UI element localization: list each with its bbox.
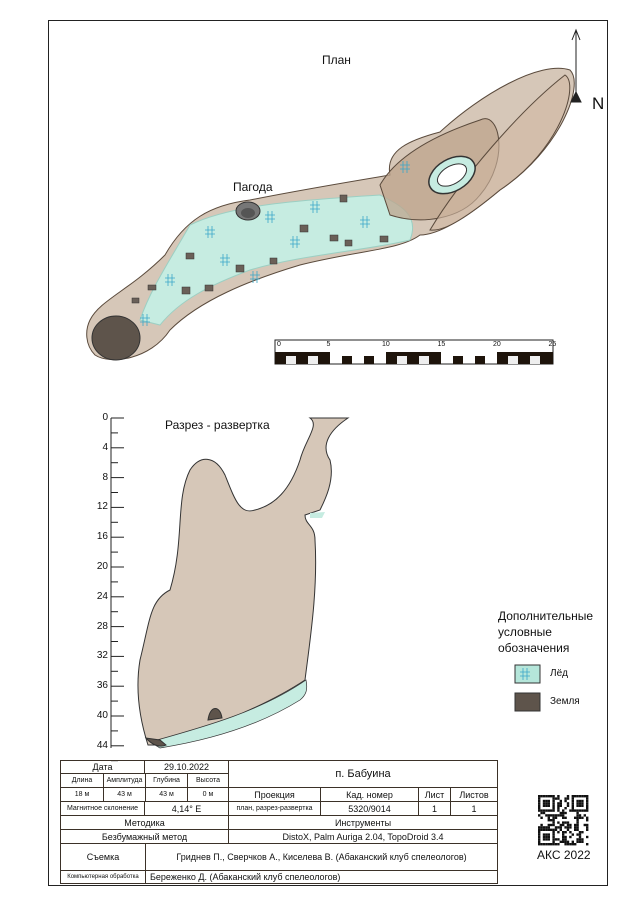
depth-tick-label: 28	[96, 620, 108, 632]
survey-label: Съемка	[60, 843, 146, 871]
legend-earth-swatch	[514, 692, 541, 712]
declination-value: 4,14° E	[144, 801, 229, 816]
sheet-value: 1	[418, 801, 451, 816]
section-view	[110, 417, 350, 762]
depth-tick-label: 0	[102, 412, 108, 423]
projection-label: Проекция	[228, 787, 321, 802]
scale-tick-label: 5	[326, 341, 331, 348]
cadastre-label: Кад. номер	[320, 787, 419, 802]
depth-tick-label: 16	[96, 531, 108, 543]
scale-tick-label: 25	[548, 341, 557, 348]
method-label: Методика	[60, 815, 229, 830]
instruments-value: DistoX, Palm Auriga 2.04, TopoDroid 3.4	[228, 829, 498, 844]
legend-title-line: условные	[498, 625, 552, 639]
scale-bar	[274, 339, 554, 365]
cave-name: п. Бабуина	[228, 760, 498, 788]
plan-title: План	[322, 53, 351, 67]
page-frame	[48, 20, 608, 886]
instruments-label: Инструменты	[228, 815, 498, 830]
legend-title-line: обозначения	[498, 641, 570, 655]
legend-title: Дополнительные условные обозначения	[498, 608, 593, 656]
declination-label: Магнитное склонение	[60, 801, 145, 816]
depth-tick-label: 20	[96, 561, 108, 572]
depth-tick-label: 4	[102, 441, 108, 453]
stat-value: 18 м	[60, 787, 104, 802]
date-label: Дата	[60, 760, 145, 774]
qr-code	[538, 795, 589, 846]
survey-value: Гриднев П., Сверчков А., Киселева В. (Аб…	[145, 843, 498, 871]
projection-value: план, разрез-развертка	[228, 801, 321, 816]
stat-value: 43 м	[103, 787, 146, 802]
legend-ice-swatch	[514, 664, 541, 684]
sheets-value: 1	[450, 801, 498, 816]
processing-label: Компьютерная обработка	[60, 870, 146, 884]
stat-value: 43 м	[145, 787, 188, 802]
date-value: 29.10.2022	[144, 760, 229, 774]
cadastre-value: 5320/9014	[320, 801, 419, 816]
method-value: Безбумажный метод	[60, 829, 229, 844]
stat-label: Амплитуда	[103, 773, 146, 788]
sheet-label: Лист	[418, 787, 451, 802]
depth-tick-label: 24	[96, 590, 108, 602]
stat-label: Высота	[187, 773, 229, 788]
scale-tick-label: 20	[493, 341, 501, 348]
stat-label: Длина	[60, 773, 104, 788]
depth-tick-label: 40	[96, 710, 108, 721]
legend-ice-label: Лёд	[550, 668, 568, 679]
scale-tick-label: 10	[382, 341, 390, 348]
stat-label: Глубина	[145, 773, 188, 788]
legend-earth-label: Земля	[550, 696, 580, 707]
processing-value: Береженко Д. (Абаканский клуб спелеолого…	[145, 870, 498, 884]
depth-tick-label: 8	[102, 471, 108, 483]
plan-view	[86, 28, 582, 361]
depth-tick-label: 12	[96, 501, 108, 513]
depth-tick-label: 36	[96, 680, 108, 692]
north-label: N	[592, 94, 605, 113]
club-year: АКС 2022	[537, 848, 591, 862]
stat-value: 0 м	[187, 787, 229, 802]
scale-tick-label: 15	[437, 341, 446, 348]
depth-tick-label: 44	[96, 739, 108, 751]
sheets-label: Листов	[450, 787, 498, 802]
north-arrow-icon	[570, 30, 582, 103]
pagoda-label: Пагода	[233, 180, 273, 194]
depth-tick-label: 32	[96, 650, 108, 662]
section-title: Разрез - развертка	[165, 418, 270, 432]
legend-title-line: Дополнительные	[498, 609, 593, 623]
scale-tick-label: 0	[277, 341, 281, 348]
